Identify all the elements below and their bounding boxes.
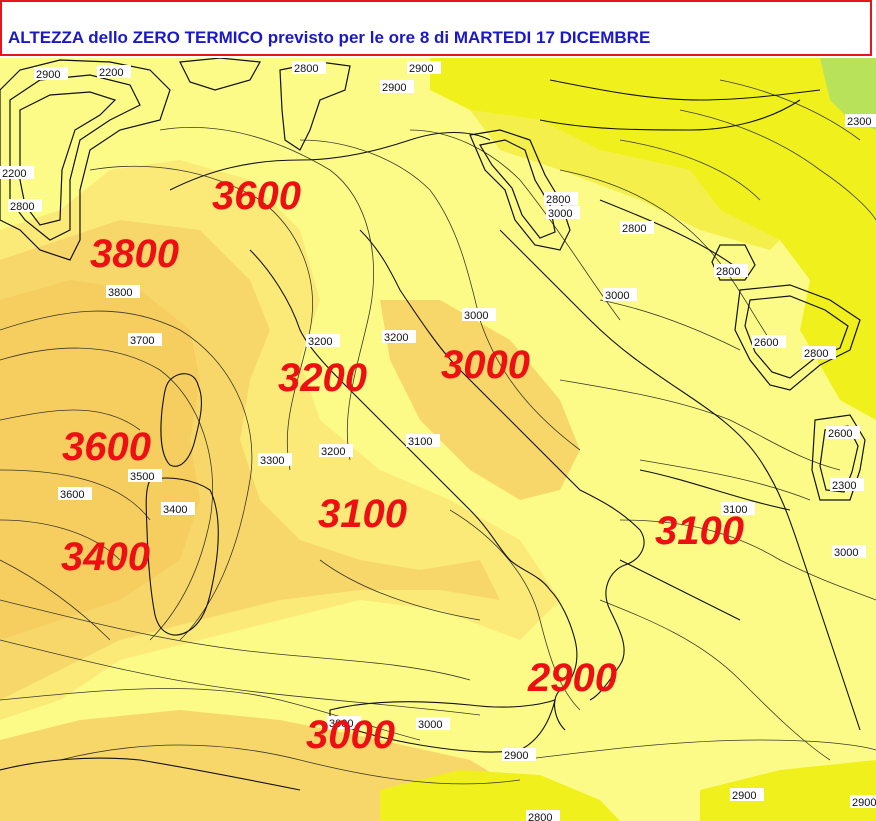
isoline-label-2900-a: 2900	[407, 61, 441, 75]
isoline-label-2900-b: 2900	[34, 67, 68, 81]
svg-text:2800: 2800	[716, 266, 740, 278]
svg-text:3000: 3000	[418, 719, 442, 731]
value-label-3000-center: 3000	[441, 343, 530, 387]
value-label-3600-west: 3600	[62, 425, 151, 469]
svg-text:3300: 3300	[260, 455, 284, 467]
isoline-label-2800-b: 2800	[620, 221, 654, 235]
svg-text:3600: 3600	[60, 489, 84, 501]
isoline-label-3800-small: 3800	[106, 285, 140, 299]
isoline-label-2200-a: 2200	[97, 65, 131, 79]
svg-text:2600: 2600	[754, 337, 778, 349]
svg-text:2900: 2900	[504, 750, 528, 762]
value-label-3000-south: 3000	[306, 713, 395, 757]
value-label-3800: 3800	[90, 232, 179, 276]
freezing-level-map: 2800 2900 2200 2900 2900 2800 3800 3700 …	[0, 58, 876, 821]
svg-text:3000: 3000	[329, 718, 353, 730]
isoline-label-3200-c: 3200	[319, 444, 353, 458]
band-yellow-se	[700, 760, 876, 821]
isoline-label-3500: 3500	[128, 469, 162, 483]
isoline-label-3400-small: 3400	[161, 502, 195, 516]
svg-text:3000: 3000	[464, 310, 488, 322]
isoline-label-3200-b: 3200	[382, 330, 416, 344]
isoline-label-2600-b: 2600	[752, 335, 786, 349]
svg-text:3700: 3700	[130, 335, 154, 347]
band-warm-center	[380, 300, 580, 500]
svg-text:3800: 3800	[108, 287, 132, 299]
isoline-label-2900-f: 2900	[850, 795, 876, 809]
isoline-label-2300-b: 2300	[845, 114, 876, 128]
band-deepest-west	[0, 280, 200, 640]
svg-text:2800: 2800	[804, 348, 828, 360]
isoline-label-3700: 3700	[128, 333, 162, 347]
isoline-label-3100-b: 3100	[721, 502, 755, 516]
value-label-3100-tyrrhenian: 3100	[318, 492, 407, 536]
map-title: ALTEZZA dello ZERO TERMICO previsto per …	[8, 28, 651, 47]
isoline-label-3200-a: 3200	[306, 334, 340, 348]
svg-text:2900: 2900	[852, 797, 876, 809]
svg-text:3200: 3200	[321, 446, 345, 458]
isoline-label-2800-e: 2800	[544, 192, 578, 206]
value-label-3100-east: 3100	[655, 509, 744, 553]
isoline-label-3000-a: 3000	[462, 308, 496, 322]
map-panel: 2800 2900 2200 2900 2900 2800 3800 3700 …	[0, 58, 876, 821]
svg-text:3200: 3200	[308, 336, 332, 348]
svg-text:2800: 2800	[546, 194, 570, 206]
svg-text:2200: 2200	[2, 168, 26, 180]
svg-text:3100: 3100	[723, 504, 747, 516]
isoline-label-2900-c: 2900	[380, 80, 414, 94]
svg-text:2300: 2300	[832, 480, 856, 492]
value-label-3200: 3200	[278, 356, 367, 400]
svg-text:2800: 2800	[10, 201, 34, 213]
isoline-label-3300: 3300	[258, 453, 292, 467]
svg-text:3200: 3200	[384, 332, 408, 344]
svg-text:2800: 2800	[528, 812, 552, 821]
isoline-label-2600-a: 2600	[826, 426, 860, 440]
svg-text:2800: 2800	[294, 63, 318, 75]
value-label-2900: 2900	[527, 656, 617, 700]
band-yellow-south	[380, 770, 620, 821]
isolines	[0, 79, 876, 785]
isoline-label-3000-c: 3000	[832, 545, 866, 559]
svg-text:2600: 2600	[828, 428, 852, 440]
isoline-label-2800-c: 2800	[714, 264, 748, 278]
svg-text:3000: 3000	[834, 547, 858, 559]
isoline-label-3000-e: 3000	[416, 717, 450, 731]
isoline-label-2800-d: 2800	[526, 810, 560, 821]
svg-text:2200: 2200	[99, 67, 123, 79]
svg-text:2900: 2900	[382, 82, 406, 94]
band-green-ne	[820, 58, 876, 130]
isoline-label-2200-b: 2200	[0, 166, 34, 180]
isoline-label-3000-d: 3000	[327, 716, 361, 730]
isoline-label-2800-f: 2800	[802, 346, 836, 360]
svg-text:2900: 2900	[36, 69, 60, 81]
svg-text:3500: 3500	[130, 471, 154, 483]
title-bar: ALTEZZA dello ZERO TERMICO previsto per …	[0, 0, 872, 56]
coastlines	[0, 79, 861, 791]
band-mid-ne	[470, 110, 780, 250]
svg-text:3100: 3100	[408, 436, 432, 448]
dense-contours	[0, 58, 866, 501]
isoline-label-2800-a: 2800	[292, 61, 326, 75]
svg-text:2800: 2800	[622, 223, 646, 235]
isoline-label-2300-a: 2300	[830, 478, 864, 492]
freezing-level-values: 3600 3800 3200 3000 3600 3100 3400 3100 …	[61, 174, 744, 757]
value-label-3600-nw: 3600	[212, 174, 301, 218]
band-yellow-ne	[430, 58, 876, 420]
isoline-label-2800-g: 2800	[8, 199, 42, 213]
svg-text:2300: 2300	[847, 116, 871, 128]
isoline-label-3100-a: 3100	[406, 434, 440, 448]
isoline-labels: 2800 2900 2200 2900 2900 2800 3800 3700 …	[0, 61, 876, 821]
svg-text:2900: 2900	[409, 63, 433, 75]
isoline-label-3000-b: 3000	[603, 288, 637, 302]
value-label-3400: 3400	[61, 535, 150, 579]
isoline-label-2900-e: 2900	[730, 788, 764, 802]
isoline-label-2900-d: 2900	[502, 748, 536, 762]
svg-text:2900: 2900	[732, 790, 756, 802]
svg-text:3000: 3000	[605, 290, 629, 302]
svg-text:3000: 3000	[548, 208, 572, 220]
isoline-label-3000-f: 3000	[546, 206, 580, 220]
isoline-label-3600-small: 3600	[58, 487, 92, 501]
svg-text:3400: 3400	[163, 504, 187, 516]
